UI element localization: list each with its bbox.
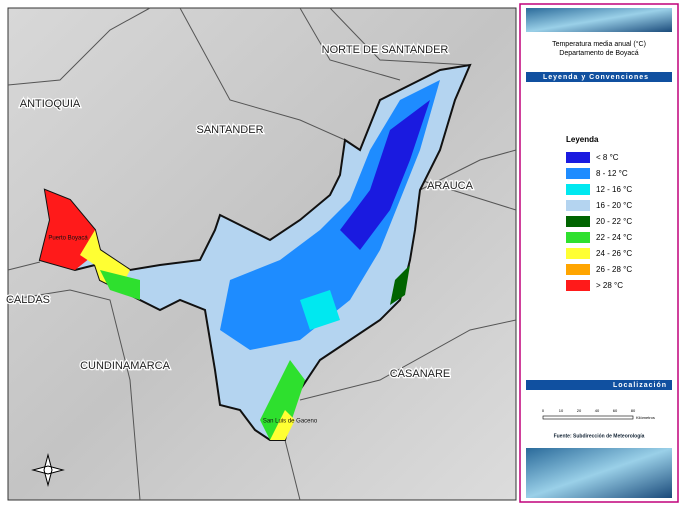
legend-bar-text: Leyenda y Convenciones [543, 74, 649, 81]
panel-subtitle: Departamento de Boyacá [559, 50, 638, 57]
zone-20-22 [390, 265, 410, 305]
region-label: ARAUCA [427, 180, 474, 192]
region-label: ANTIOQUIA [20, 98, 81, 110]
region-label: SANTANDER [196, 124, 263, 136]
region-label: NORTE DE SANTANDER [322, 44, 449, 56]
boundaries [7, 7, 517, 501]
scale-tick-label: 80 [631, 408, 636, 413]
region-label: CASANARE [390, 368, 451, 380]
scale-bar [542, 415, 634, 420]
town-label: Puerto Boyacá [48, 236, 88, 242]
map-labels: NORTE DE SANTANDER ANTIOQUIA SANTANDER ARAU… [5, 43, 475, 425]
scale-unit: Kilómetros [636, 415, 655, 420]
town-label: San Luis de Gaceno [263, 419, 318, 425]
legend-label: 16 - 20 °C [596, 201, 632, 210]
legend-swatch [566, 184, 590, 195]
legend-swatch [566, 264, 590, 275]
source: Fuente: Subdirección de Meteorología [554, 433, 645, 439]
location-bar-text: Localización [613, 382, 667, 389]
zone-22-24 [100, 270, 140, 300]
zone-24-26-south [270, 410, 295, 440]
location-bar [526, 380, 672, 390]
legend-swatch [566, 216, 590, 227]
legend-label: 24 - 26 °C [596, 249, 632, 258]
legend-label: < 8 °C [596, 153, 619, 162]
legend-swatch [566, 168, 590, 179]
side-panel: Temperatura media anual (°C) Departament… [519, 3, 679, 503]
region-label: CUNDINAMARCA [80, 360, 171, 372]
legend-swatch [566, 200, 590, 211]
scale-tick-label: 10 [559, 408, 564, 413]
legend-label: 8 - 12 °C [596, 169, 628, 178]
scale-tick-label: 20 [577, 408, 582, 413]
zone-lt8 [340, 100, 430, 250]
legend-swatch [566, 152, 590, 163]
scale-tick-label: 40 [595, 408, 600, 413]
compass [31, 453, 65, 487]
legend-label: 12 - 16 °C [596, 185, 632, 194]
legend-title: Leyenda [566, 135, 599, 144]
legend: < 8 °C 8 - 12 °C 12 - 16 °C 16 - 20 °C 20 - … [566, 152, 632, 291]
compass-rose [31, 453, 65, 487]
legend-label: > 28 °C [596, 281, 623, 290]
legend-label: 26 - 28 °C [596, 265, 632, 274]
legend-swatch [566, 248, 590, 259]
zone-22-24-south [260, 360, 305, 440]
legend-label: 20 - 22 °C [596, 217, 632, 226]
footer-image [526, 448, 672, 498]
scale-tick-label: 60 [613, 408, 618, 413]
legend-bar [526, 72, 672, 82]
legend-swatch [566, 280, 590, 291]
legend-label: 22 - 24 °C [596, 233, 632, 242]
scale-tick-label: 0 [542, 408, 545, 413]
panel-header-image [526, 8, 672, 32]
zone-12-16 [300, 290, 340, 330]
legend-swatch [566, 232, 590, 243]
panel-title: Temperatura media anual (°C) [552, 40, 646, 48]
map-frame [7, 7, 517, 501]
region-label: CALDAS [6, 294, 50, 306]
